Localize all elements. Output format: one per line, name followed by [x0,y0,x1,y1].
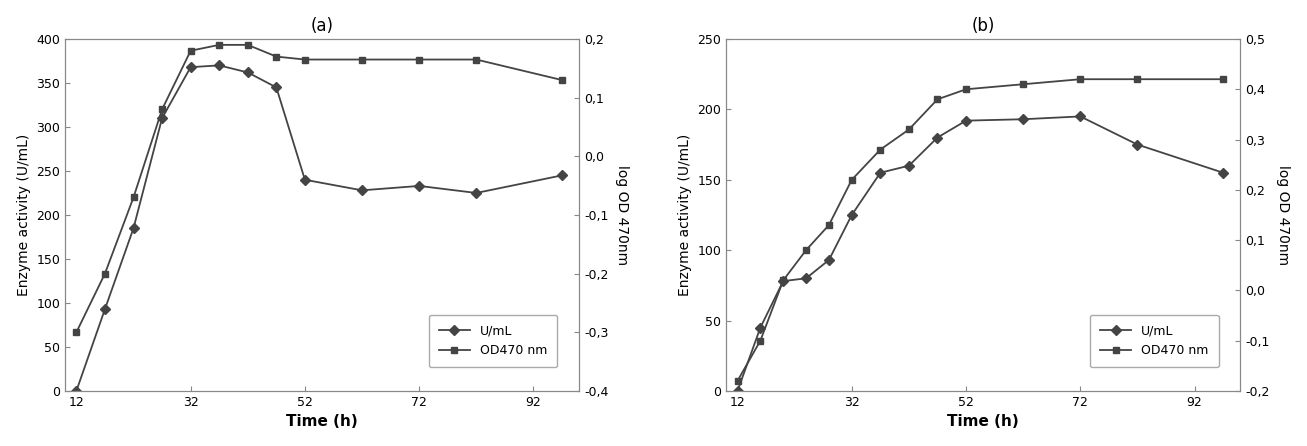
OD470 nm [268,54,284,59]
Line: U/mL: U/mL [73,62,566,394]
OD470 nm [1129,77,1145,82]
OD470 nm [958,87,974,92]
Legend: U/mL, OD470 nm: U/mL, OD470 nm [1090,315,1218,367]
OD470 nm [1216,77,1231,82]
OD470 nm [1016,82,1031,87]
U/mL [775,278,791,284]
Y-axis label: Enzyme activity (U/mL): Enzyme activity (U/mL) [678,134,691,296]
OD470 nm [240,42,256,48]
U/mL [412,183,427,189]
U/mL [240,70,256,75]
U/mL [468,190,484,196]
Legend: U/mL, OD470 nm: U/mL, OD470 nm [429,315,558,367]
U/mL [554,173,570,178]
U/mL [354,188,370,193]
U/mL [844,212,860,218]
U/mL [901,163,916,169]
OD470 nm [468,57,484,62]
U/mL [97,306,112,312]
X-axis label: Time (h): Time (h) [286,414,358,429]
OD470 nm [183,48,199,54]
U/mL [1216,170,1231,175]
U/mL [958,118,974,124]
Title: (b): (b) [971,17,995,35]
U/mL [183,65,199,70]
OD470 nm [212,42,227,48]
OD470 nm [68,330,84,335]
U/mL [799,276,814,281]
U/mL [1073,114,1089,119]
Line: OD470 nm: OD470 nm [735,76,1226,384]
U/mL [154,116,170,121]
OD470 nm [729,378,745,384]
U/mL [729,388,745,393]
OD470 nm [554,77,570,83]
Line: U/mL: U/mL [735,113,1226,394]
OD470 nm [97,271,112,276]
U/mL [212,63,227,68]
OD470 nm [354,57,370,62]
U/mL [873,170,889,175]
OD470 nm [297,57,312,62]
U/mL [929,135,945,140]
OD470 nm [873,147,889,152]
U/mL [268,85,284,90]
OD470 nm [821,223,836,228]
Y-axis label: log OD 470nm: log OD 470nm [616,165,629,265]
Line: OD470 nm: OD470 nm [73,41,566,336]
Y-axis label: Enzyme activity (U/mL): Enzyme activity (U/mL) [17,134,30,296]
U/mL [297,177,312,182]
Title: (a): (a) [311,17,333,35]
OD470 nm [844,177,860,182]
OD470 nm [753,338,769,343]
U/mL [125,226,141,231]
OD470 nm [799,248,814,253]
OD470 nm [929,97,945,102]
U/mL [68,388,84,393]
U/mL [1016,116,1031,122]
OD470 nm [775,278,791,283]
OD470 nm [154,107,170,112]
Y-axis label: log OD 470nm: log OD 470nm [1277,165,1290,265]
OD470 nm [901,127,916,132]
OD470 nm [412,57,427,62]
OD470 nm [125,195,141,200]
U/mL [753,325,769,330]
OD470 nm [1073,77,1089,82]
X-axis label: Time (h): Time (h) [948,414,1019,429]
U/mL [821,257,836,263]
U/mL [1129,142,1145,147]
